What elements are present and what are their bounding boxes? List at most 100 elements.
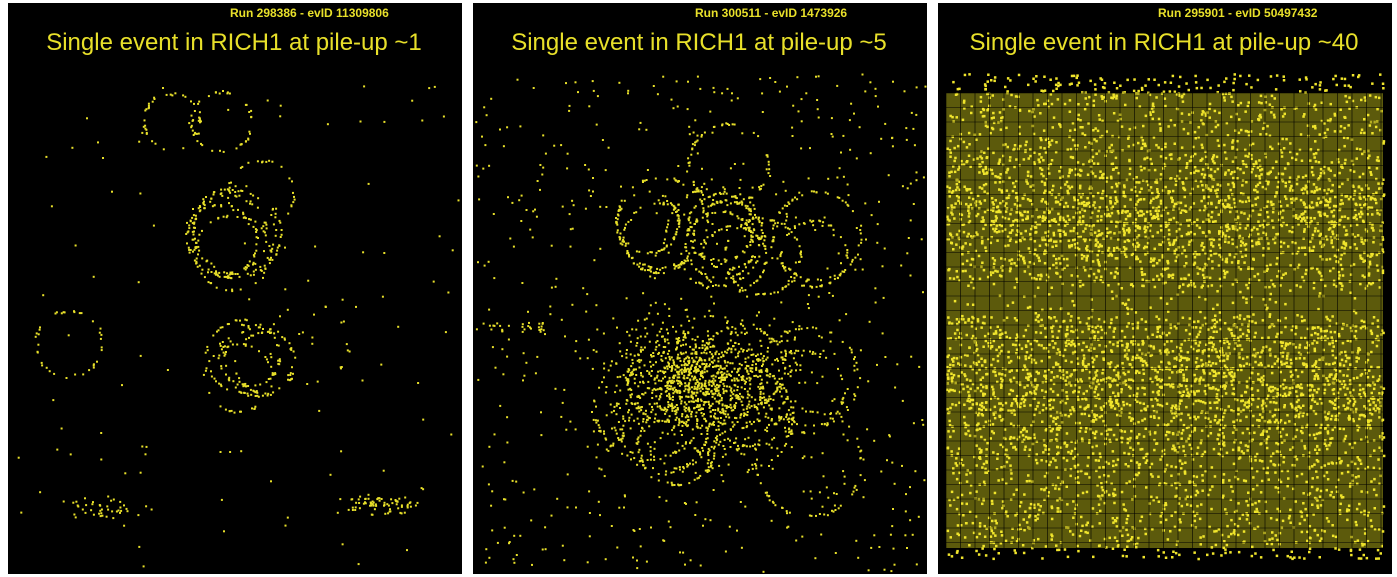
hit [625, 377, 627, 379]
hit [1347, 368, 1350, 371]
hit [192, 222, 194, 224]
hit [51, 205, 53, 207]
hit [758, 358, 760, 360]
hit [1262, 298, 1265, 301]
hit [575, 350, 577, 352]
hit [758, 256, 760, 258]
hit [754, 256, 756, 258]
hit [223, 352, 225, 354]
hit [688, 252, 690, 254]
hit [486, 114, 488, 116]
hit [1185, 82, 1188, 85]
hit [737, 355, 739, 357]
hit [700, 375, 702, 377]
hit [759, 399, 761, 401]
hit [745, 266, 747, 268]
hit [636, 250, 638, 252]
hit [744, 388, 746, 390]
hit [692, 338, 694, 340]
hit [913, 422, 915, 424]
hit [720, 263, 722, 265]
hit [196, 133, 198, 135]
hit [737, 334, 739, 336]
hit [746, 414, 748, 416]
hit [696, 363, 698, 365]
hit [908, 237, 910, 239]
hit [747, 365, 749, 367]
hit [563, 559, 565, 561]
hit [767, 375, 769, 377]
hit [756, 280, 758, 282]
hit [666, 226, 668, 228]
hit [1204, 385, 1207, 388]
hit [902, 400, 904, 402]
hit [238, 190, 240, 192]
hit [884, 569, 886, 571]
hit [729, 268, 731, 270]
hit [207, 271, 209, 273]
hit [708, 310, 710, 312]
hit [755, 449, 757, 451]
hit [242, 383, 244, 385]
hit [254, 221, 256, 223]
hit [722, 383, 724, 385]
hit [619, 407, 621, 409]
hit [1318, 211, 1321, 214]
hit [711, 178, 713, 180]
hit [636, 560, 638, 562]
hit [1067, 175, 1070, 178]
hit [645, 467, 647, 469]
hit [488, 309, 490, 311]
hit [698, 347, 700, 349]
hit [585, 208, 587, 210]
hit [681, 261, 683, 263]
hit [711, 212, 713, 214]
hit [606, 414, 608, 416]
hit [494, 433, 496, 435]
hit [197, 253, 199, 255]
hit [513, 246, 515, 248]
hit [653, 272, 655, 274]
hit [725, 416, 727, 418]
hit [1142, 278, 1145, 281]
hit [612, 317, 614, 319]
hit [701, 425, 703, 427]
hit [1326, 215, 1329, 218]
hit [1053, 316, 1056, 319]
hit [814, 557, 816, 559]
hit [244, 242, 246, 244]
hit [632, 373, 634, 375]
hit [1249, 363, 1252, 366]
hit [714, 386, 716, 388]
hit [325, 306, 327, 308]
hit [490, 98, 492, 100]
hit [593, 430, 595, 432]
hit [730, 390, 732, 392]
hit [768, 444, 770, 446]
hit [947, 376, 950, 379]
hit [1009, 337, 1012, 340]
hit [101, 509, 103, 511]
hit [1052, 90, 1055, 93]
hit [281, 234, 283, 236]
hit [281, 336, 283, 338]
hit [680, 403, 682, 405]
hit [1100, 215, 1103, 218]
hit [224, 276, 226, 278]
hit [729, 225, 731, 227]
hit [624, 227, 626, 229]
hit [199, 265, 201, 267]
hit [762, 271, 764, 273]
hit [1124, 349, 1127, 352]
hit [252, 390, 254, 392]
hit [734, 201, 736, 203]
hit [721, 375, 723, 377]
hit [921, 419, 923, 421]
hit [193, 227, 195, 229]
hit [1077, 317, 1080, 320]
hit [1375, 494, 1378, 497]
hit [354, 509, 356, 511]
hit [816, 382, 818, 384]
hit [1298, 264, 1301, 267]
hit [676, 380, 678, 382]
